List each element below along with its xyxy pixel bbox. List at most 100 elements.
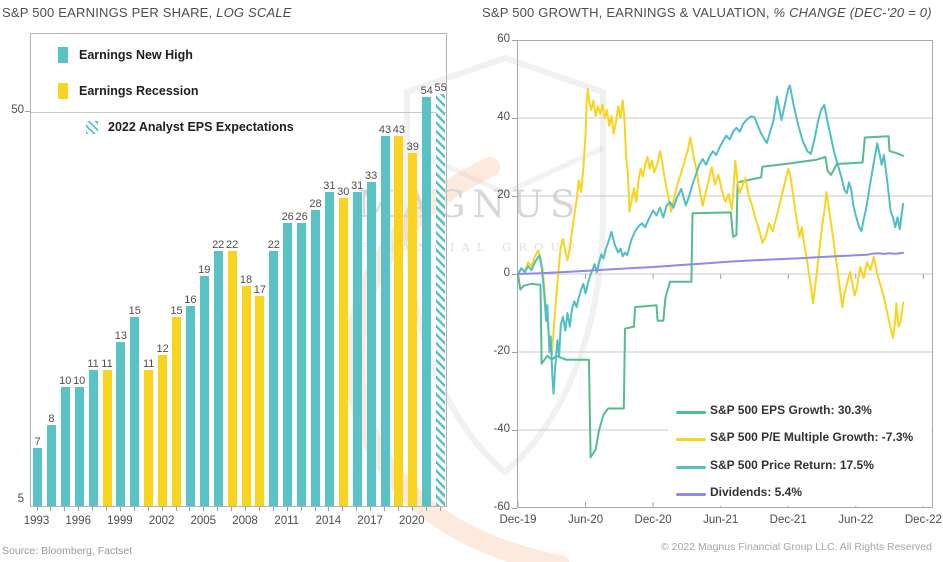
bar-value-2010: 22 bbox=[267, 239, 280, 252]
bar-1995 bbox=[60, 386, 70, 506]
bar-2015 bbox=[338, 197, 348, 506]
right-y-label--20: -20 bbox=[493, 345, 510, 357]
bar-value-2007: 22 bbox=[225, 239, 239, 252]
bar-value-2011: 26 bbox=[281, 210, 294, 223]
left-x-label-2011: 2011 bbox=[274, 515, 300, 527]
right-x-label-Jun-22: Jun-22 bbox=[838, 514, 874, 526]
bar-1997 bbox=[88, 370, 98, 506]
left-x-tick-2011 bbox=[286, 507, 288, 511]
bar-2017 bbox=[366, 181, 376, 506]
bar-1998 bbox=[102, 370, 112, 506]
bar-value-1996: 10 bbox=[73, 374, 86, 387]
left-x-tick-2012 bbox=[300, 507, 302, 511]
left-x-tick-1998 bbox=[106, 507, 107, 511]
bar-2013 bbox=[311, 209, 320, 506]
right-legend-item-3: Dividends: 5.4% bbox=[668, 484, 931, 506]
bar-2009 bbox=[255, 295, 265, 506]
left-x-tick-2016 bbox=[356, 507, 358, 511]
left-x-tick-2009 bbox=[258, 507, 260, 511]
left-x-label-2008: 2008 bbox=[232, 515, 258, 527]
left-x-tick-2018 bbox=[384, 507, 385, 511]
legend-line-swatch-icon bbox=[676, 438, 706, 441]
bar-2004 bbox=[185, 306, 195, 506]
bar-2011 bbox=[283, 222, 293, 506]
right-legend: S&P 500 EPS Growth: 30.3% S&P 500 P/E Mul… bbox=[668, 396, 931, 506]
right-x-label-Dec-19: Dec-19 bbox=[499, 514, 537, 526]
series-line-0 bbox=[517, 135, 905, 459]
right-legend-label: S&P 500 EPS Growth: 30.3% bbox=[710, 403, 872, 417]
bar-2008 bbox=[241, 285, 251, 506]
bar-2007 bbox=[227, 251, 237, 506]
right-y-tick--40 bbox=[512, 430, 517, 431]
series-line-1 bbox=[517, 87, 905, 357]
left-legend-label: Earnings New High bbox=[79, 48, 193, 62]
bar-2021 bbox=[422, 96, 432, 506]
bar-value-2012: 26 bbox=[295, 210, 308, 223]
bar-2014 bbox=[324, 192, 334, 506]
left-x-tick-2021 bbox=[425, 507, 427, 511]
left-x-tick-2020 bbox=[411, 507, 413, 511]
left-x-tick-2022 bbox=[439, 507, 441, 511]
left-x-tick-1994 bbox=[50, 507, 52, 511]
right-y-label-20: 20 bbox=[497, 189, 510, 201]
bar-value-2001: 11 bbox=[142, 358, 155, 371]
bar-2018 bbox=[380, 135, 390, 506]
right-legend-item-1: S&P 500 P/E Multiple Growth: -7.3% bbox=[668, 429, 931, 451]
bar-value-1993: 7 bbox=[34, 436, 41, 449]
left-x-label-2017: 2017 bbox=[357, 515, 383, 527]
left-chart-title-text: S&P 500 EARNINGS PER SHARE, bbox=[2, 5, 217, 20]
right-legend-label: Dividends: 5.4% bbox=[710, 485, 803, 499]
left-legend-label: Earnings Recession bbox=[79, 84, 199, 98]
bar-value-1997: 11 bbox=[87, 358, 99, 371]
bar-2000 bbox=[130, 317, 140, 506]
bar-2022 bbox=[436, 93, 446, 506]
source-note: Source: Bloomberg, Factset bbox=[2, 545, 133, 557]
bar-1994 bbox=[46, 425, 56, 506]
bar-2003 bbox=[172, 317, 181, 506]
gridline-50 bbox=[31, 112, 446, 113]
bar-value-2013: 28 bbox=[309, 197, 322, 210]
left-x-tick-2007 bbox=[231, 507, 233, 511]
right-y-label-60: 60 bbox=[497, 33, 510, 45]
left-x-tick-1996 bbox=[78, 507, 80, 511]
bar-value-2017: 33 bbox=[364, 169, 378, 182]
right-chart-title-text: S&P 500 GROWTH, EARNINGS & VALUATION, bbox=[482, 5, 774, 20]
left-x-tick-2006 bbox=[217, 507, 219, 511]
right-y-tick-40 bbox=[512, 118, 517, 119]
bar-value-2020: 39 bbox=[406, 140, 419, 153]
right-legend-label: S&P 500 Price Return: 17.5% bbox=[710, 458, 874, 472]
left-legend-item-hatch: 2022 Analyst EPS Expectations bbox=[31, 117, 431, 137]
left-y-tick-50 bbox=[25, 111, 30, 112]
bar-value-2015: 30 bbox=[337, 185, 350, 198]
bar-value-2021: 54 bbox=[420, 84, 433, 97]
left-x-tick-2013 bbox=[314, 507, 316, 511]
left-x-tick-2001 bbox=[147, 507, 149, 511]
bar-2010 bbox=[269, 251, 279, 506]
legend-line-swatch-icon bbox=[676, 466, 706, 469]
left-x-tick-2004 bbox=[189, 507, 191, 511]
legend-line-swatch-icon bbox=[676, 411, 706, 414]
left-x-tick-2010 bbox=[272, 507, 274, 511]
growth-line-chart: S&P 500 GROWTH, EARNINGS & VALUATION, % … bbox=[472, 0, 943, 562]
right-legend-item-0: S&P 500 EPS Growth: 30.3% bbox=[668, 402, 931, 424]
bar-value-1995: 10 bbox=[59, 374, 72, 387]
hatch-swatch-icon bbox=[86, 121, 98, 134]
bar-value-2014: 31 bbox=[323, 180, 336, 193]
right-x-label-Dec-20: Dec-20 bbox=[634, 514, 672, 526]
bar-value-1999: 13 bbox=[114, 329, 128, 342]
right-x-label-Jun-21: Jun-21 bbox=[703, 514, 739, 526]
right-y-tick-0 bbox=[512, 274, 517, 275]
left-x-tick-1999 bbox=[119, 507, 121, 511]
left-x-tick-2000 bbox=[133, 507, 135, 511]
left-x-tick-2019 bbox=[397, 507, 399, 511]
bar-value-2002: 12 bbox=[156, 343, 169, 356]
right-chart-title-em: % CHANGE (DEC-'20 = 0) bbox=[773, 5, 932, 20]
left-x-tick-2003 bbox=[175, 507, 177, 511]
left-x-label-2005: 2005 bbox=[190, 515, 217, 527]
right-y-label--60: -60 bbox=[493, 501, 510, 513]
left-x-tick-2008 bbox=[245, 507, 246, 511]
right-y-label-0: 0 bbox=[503, 267, 510, 279]
bar-value-2006: 22 bbox=[212, 239, 225, 252]
left-legend-item-yellow: Earnings Recession bbox=[31, 81, 431, 101]
left-x-tick-2002 bbox=[161, 507, 163, 511]
